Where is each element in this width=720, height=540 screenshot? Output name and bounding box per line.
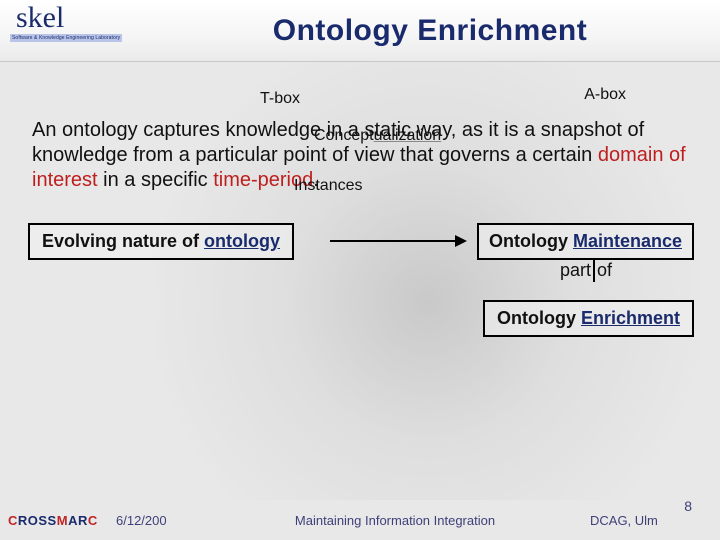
abox-label: A-box: [584, 86, 626, 104]
footer-date: 6/12/200: [110, 513, 200, 528]
main-paragraph: An ontology captures knowledge in a stat…: [32, 118, 688, 193]
conceptualization-overlay: Conceptualization: [314, 126, 441, 146]
footer-center: Maintaining Information Integration: [200, 513, 590, 528]
footer-right: DCAG, Ulm: [590, 513, 720, 528]
enrich-underline: Enrichment: [581, 308, 680, 328]
logo-tagline: Software & Knowledge Engineering Laborat…: [10, 34, 122, 42]
maint-underline: Maintenance: [573, 231, 682, 251]
logo: skel Software & Knowledge Engineering La…: [0, 0, 140, 55]
page-title: Ontology Enrichment: [140, 0, 720, 48]
enrich-pre: Ontology: [497, 308, 581, 328]
evolving-underline: ontology: [204, 231, 280, 251]
evolving-box: Evolving nature of ontology: [28, 223, 294, 260]
concept-suffix: ualization: [374, 127, 442, 144]
evolving-pre: Evolving nature of: [42, 231, 204, 251]
content: T-box A-box An ontology captures knowled…: [0, 62, 720, 271]
tbox-abox-labels: T-box A-box: [32, 86, 688, 118]
footer: CROSSMARC 6/12/200 Maintaining Informati…: [0, 500, 720, 540]
maintenance-box: Ontology Maintenance: [477, 223, 694, 260]
concept-prefix: Concept: [314, 127, 374, 144]
enrichment-box: Ontology Enrichment: [483, 300, 694, 337]
header: skel Software & Knowledge Engineering La…: [0, 0, 720, 62]
logo-script: skel: [16, 4, 64, 31]
boxes-row: Evolving nature of ontology Ontology Mai…: [32, 223, 688, 271]
footer-logo: CROSSMARC: [0, 512, 110, 528]
tbox-label: T-box: [260, 90, 300, 108]
instances-overlay: Instances: [294, 176, 362, 196]
arrow-icon: [330, 240, 465, 242]
footer-logo-text: CROSSMARC: [8, 513, 98, 528]
slide: skel Software & Knowledge Engineering La…: [0, 0, 720, 540]
maint-pre: Ontology: [489, 231, 573, 251]
para-seg3: in a specific: [98, 169, 214, 191]
